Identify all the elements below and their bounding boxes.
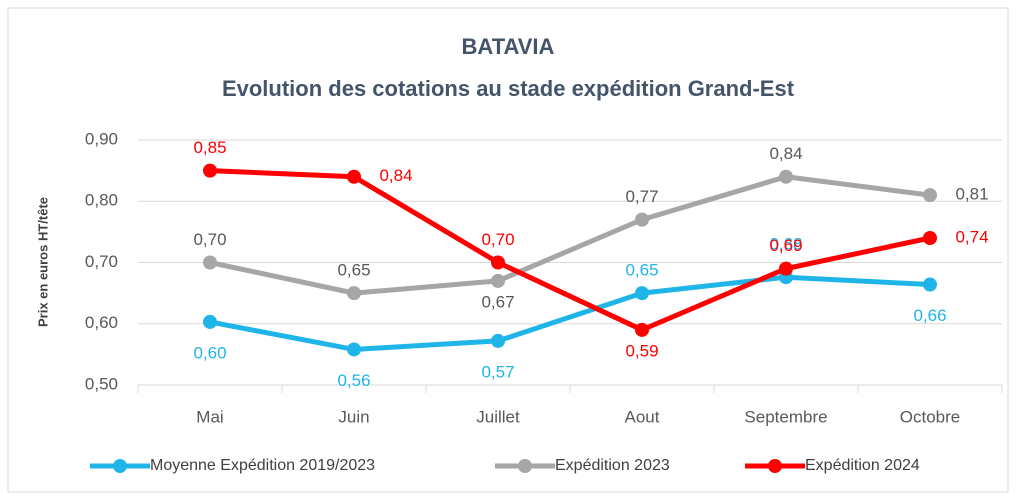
data-label: 0,69	[769, 236, 802, 255]
data-label: 0,57	[481, 362, 514, 381]
data-point	[923, 231, 937, 245]
legend-marker	[113, 459, 127, 473]
data-point	[347, 169, 361, 184]
legend-label: Expédition 2024	[805, 457, 920, 474]
data-point	[635, 322, 649, 337]
data-point	[203, 255, 217, 270]
x-tick-label: Septembre	[744, 407, 827, 426]
legend-marker	[518, 459, 532, 473]
data-label: 0,56	[337, 371, 370, 390]
x-tick-label: Juillet	[476, 407, 520, 426]
data-point	[635, 212, 649, 227]
data-point	[635, 286, 649, 301]
x-tick-label: Octobre	[900, 407, 960, 426]
data-label: 0,65	[337, 261, 370, 280]
chart-frame	[7, 7, 1009, 493]
data-label: 0,84	[769, 144, 802, 163]
y-tick-label: 0,50	[85, 374, 118, 393]
data-point	[203, 163, 217, 178]
x-tick-label: Mai	[196, 407, 223, 426]
y-axis-label: Prix en euros HT/tête	[35, 197, 50, 327]
x-tick-label: Aout	[625, 407, 660, 426]
data-label: 0,65	[625, 261, 658, 280]
chart-subtitle: Evolution des cotations au stade expédit…	[222, 76, 795, 101]
data-point	[347, 286, 361, 301]
data-label: 0,81	[955, 185, 988, 204]
data-point	[923, 188, 937, 203]
data-label: 0,59	[625, 341, 658, 360]
series-line	[209, 168, 931, 333]
series-line	[209, 174, 931, 296]
data-point	[779, 261, 793, 276]
data-point	[491, 333, 505, 348]
x-tick-label: Juin	[338, 407, 369, 426]
legend-label: Expédition 2023	[555, 457, 670, 474]
data-label: 0,85	[193, 138, 226, 157]
data-point	[779, 169, 793, 184]
y-tick-label: 0,80	[85, 191, 118, 210]
data-point	[491, 255, 505, 270]
data-label: 0,70	[193, 230, 226, 249]
data-label: 0,67	[481, 292, 514, 311]
data-point	[203, 314, 217, 329]
y-tick-label: 0,60	[85, 313, 118, 332]
data-label: 0,60	[193, 343, 226, 362]
data-label: 0,68	[769, 235, 802, 254]
data-point	[923, 277, 937, 292]
y-tick-label: 0,70	[85, 252, 118, 271]
series-line	[209, 274, 931, 352]
legend-label: Moyenne Expédition 2019/2023	[150, 457, 375, 474]
data-label: 0,74	[955, 227, 988, 246]
legend-marker	[768, 459, 782, 473]
y-tick-label: 0,90	[85, 129, 118, 148]
data-label: 0,70	[481, 230, 514, 249]
data-point	[347, 342, 361, 357]
chart-title: BATAVIA	[462, 34, 555, 59]
data-point	[491, 273, 505, 288]
data-label: 0,77	[625, 187, 658, 206]
data-label: 0,84	[379, 166, 412, 185]
data-label: 0,66	[913, 306, 946, 325]
